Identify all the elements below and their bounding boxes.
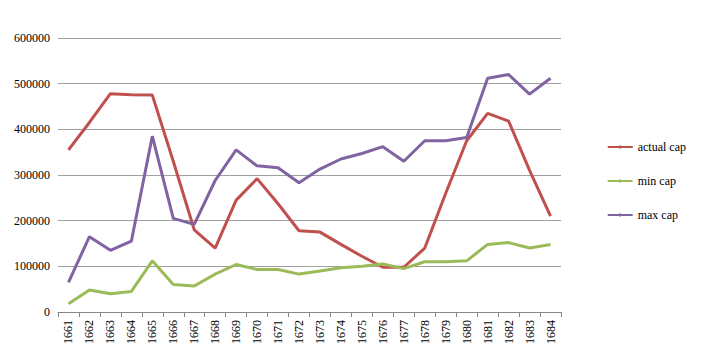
svg-text:1681: 1681 — [481, 320, 495, 344]
svg-text:1683: 1683 — [523, 320, 537, 344]
svg-text:1677: 1677 — [397, 320, 411, 344]
svg-text:1682: 1682 — [502, 320, 516, 344]
svg-text:min cap: min cap — [638, 174, 676, 188]
svg-text:300000: 300000 — [14, 168, 50, 182]
svg-text:400000: 400000 — [14, 122, 50, 136]
svg-text:1674: 1674 — [334, 320, 348, 344]
svg-text:1669: 1669 — [229, 320, 243, 344]
svg-text:100000: 100000 — [14, 259, 50, 273]
svg-text:1661: 1661 — [61, 320, 75, 344]
svg-text:0: 0 — [44, 305, 50, 319]
svg-text:1666: 1666 — [166, 320, 180, 344]
svg-text:1673: 1673 — [313, 320, 327, 344]
svg-text:1671: 1671 — [271, 320, 285, 344]
svg-text:1665: 1665 — [145, 320, 159, 344]
svg-text:1670: 1670 — [250, 320, 264, 344]
svg-text:1662: 1662 — [82, 320, 96, 344]
svg-text:1680: 1680 — [460, 320, 474, 344]
svg-text:1672: 1672 — [292, 320, 306, 344]
svg-text:max cap: max cap — [638, 208, 678, 222]
svg-text:actual cap: actual cap — [638, 140, 686, 154]
svg-text:1678: 1678 — [418, 320, 432, 344]
svg-text:600000: 600000 — [14, 31, 50, 45]
svg-text:1663: 1663 — [103, 320, 117, 344]
svg-text:500000: 500000 — [14, 77, 50, 91]
svg-text:1676: 1676 — [376, 320, 390, 344]
svg-text:1679: 1679 — [439, 320, 453, 344]
svg-text:1664: 1664 — [124, 320, 138, 344]
svg-text:200000: 200000 — [14, 214, 50, 228]
svg-text:1675: 1675 — [355, 320, 369, 344]
svg-text:1667: 1667 — [187, 320, 201, 344]
svg-text:1668: 1668 — [208, 320, 222, 344]
svg-text:1684: 1684 — [544, 320, 558, 344]
